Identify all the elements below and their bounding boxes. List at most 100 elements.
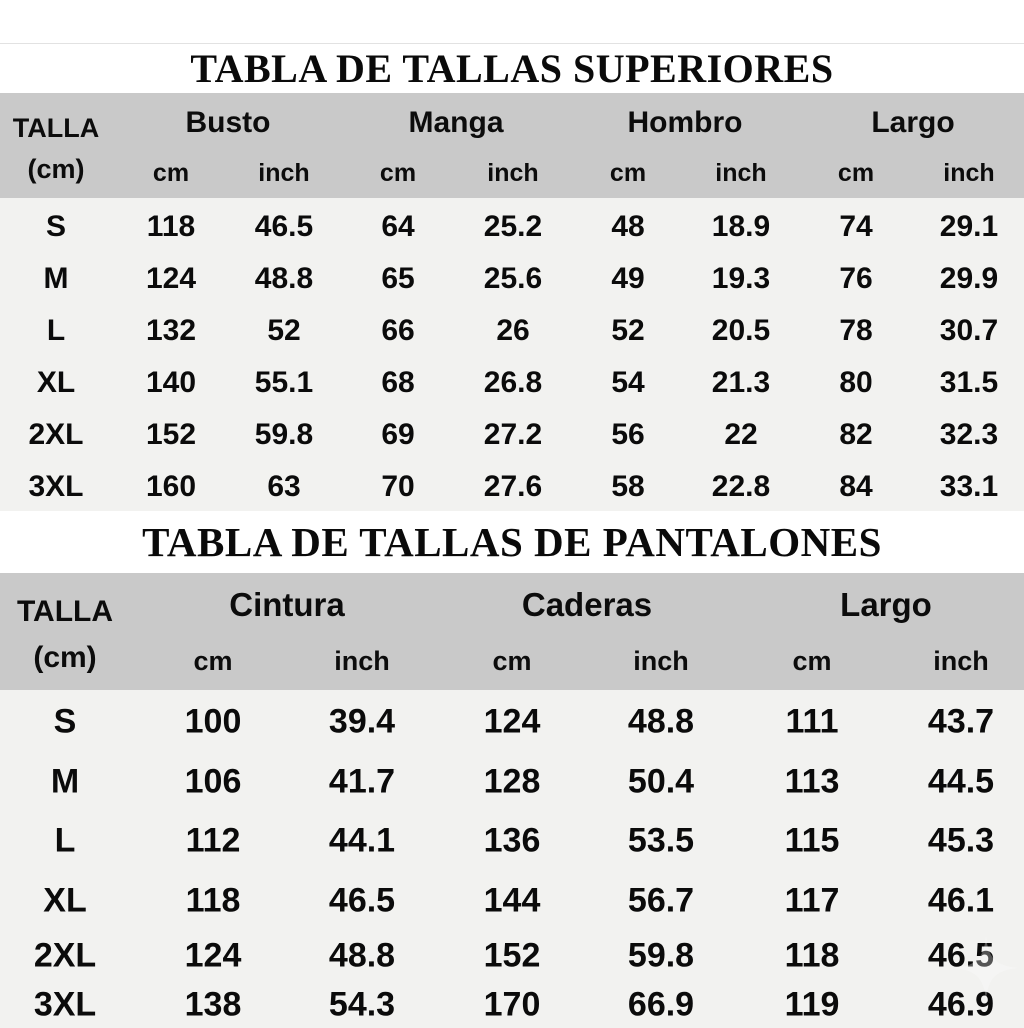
- row-value-cell: 74: [839, 210, 873, 243]
- header-unit-largo-cm-pants: cm: [792, 646, 832, 676]
- row-value-cell: 69: [381, 418, 415, 451]
- header-unit-largo-cm: cm: [837, 159, 875, 187]
- row-size-label: 2XL: [28, 418, 84, 451]
- row-value-cell: 124: [184, 936, 242, 975]
- row-value-cell: 45.3: [927, 821, 995, 860]
- row-size-label: L: [54, 821, 76, 860]
- row-size-label: XL: [36, 366, 76, 399]
- row-value-cell: 82: [839, 418, 873, 451]
- row-value-cell: 70: [381, 470, 415, 503]
- row-value-cell: 84: [839, 470, 873, 503]
- row-value-cell: 48.8: [254, 262, 314, 295]
- row-value-cell: 50.4: [627, 762, 695, 801]
- pants-size-table: TALLA (cm) Cintura Caderas Largo cm inch…: [0, 573, 1024, 1028]
- row-value-cell: 63: [267, 470, 301, 503]
- row-value-cell: 20.5: [711, 314, 771, 347]
- row-value-cell: 78: [839, 314, 873, 347]
- row-value-cell: 106: [184, 762, 242, 801]
- row-size-label: 3XL: [28, 470, 84, 503]
- row-value-cell: 55.1: [254, 366, 314, 399]
- header-unit-busto-inch: inch: [258, 159, 310, 187]
- header-group-manga: Manga: [408, 106, 504, 139]
- row-size-label: L: [46, 314, 66, 347]
- header-group-hombro: Hombro: [627, 106, 743, 139]
- pants-table-body: S 100 39.4 124 48.8 111 43.7 M 106 41.7 128 50.4 113…: [0, 690, 1024, 1028]
- row-value-cell: 132: [145, 314, 197, 347]
- pants-table-header: TALLA (cm) Cintura Caderas Largo cm inch…: [0, 573, 1024, 690]
- row-value-cell: 64: [381, 210, 415, 243]
- row-value-cell: 144: [483, 881, 541, 920]
- header-group-largo-pants: Largo: [840, 586, 932, 623]
- row-value-cell: 44.5: [927, 762, 995, 801]
- row-value-cell: 152: [483, 936, 541, 975]
- row-value-cell: 46.5: [927, 936, 995, 975]
- header-group-busto: Busto: [185, 106, 271, 139]
- row-value-cell: 44.1: [328, 821, 396, 860]
- table-2-title-band: TABLA DE TALLAS DE PANTALONES: [0, 511, 1024, 573]
- upper-size-table: TALLA (cm) Busto Manga Hombro Largo cm i…: [0, 93, 1024, 511]
- row-value-cell: 46.1: [927, 881, 995, 920]
- row-value-cell: 100: [184, 702, 242, 741]
- row-value-cell: 80: [839, 366, 873, 399]
- row-value-cell: 25.2: [483, 210, 543, 243]
- header-unit-busto-cm: cm: [152, 159, 190, 187]
- row-value-cell: 46.5: [328, 881, 396, 920]
- row-value-cell: 138: [184, 985, 242, 1024]
- header-talla-line1-pants: TALLA: [16, 595, 114, 628]
- row-value-cell: 26: [496, 314, 530, 347]
- row-value-cell: 76: [839, 262, 873, 295]
- row-value-cell: 46.9: [927, 985, 995, 1024]
- row-value-cell: 48.8: [627, 702, 695, 741]
- row-value-cell: 118: [146, 210, 196, 243]
- row-value-cell: 39.4: [328, 702, 396, 741]
- header-unit-cintura-inch: inch: [334, 646, 390, 676]
- row-value-cell: 56.7: [627, 881, 695, 920]
- row-value-cell: 32.3: [939, 418, 999, 451]
- row-value-cell: 117: [784, 881, 840, 920]
- row-value-cell: 26.8: [483, 366, 543, 399]
- row-value-cell: 111: [785, 702, 839, 741]
- header-unit-manga-cm: cm: [379, 159, 417, 187]
- row-value-cell: 113: [784, 762, 840, 801]
- row-value-cell: 58: [611, 470, 645, 503]
- row-value-cell: 124: [483, 702, 541, 741]
- header-unit-largo-inch: inch: [943, 159, 995, 187]
- row-value-cell: 22.8: [711, 470, 771, 503]
- upper-table-body: S 118 46.5 64 25.2 48 18.9 74 29.1 M 124 48.8 65 25.6…: [0, 198, 1024, 511]
- row-value-cell: 29.9: [939, 262, 999, 295]
- row-size-label: S: [53, 702, 77, 741]
- header-talla-line2-pants: (cm): [33, 641, 97, 674]
- row-value-cell: 22: [724, 418, 758, 451]
- header-group-largo: Largo: [871, 106, 955, 139]
- header-talla-line2: (cm): [27, 154, 85, 184]
- row-value-cell: 49: [611, 262, 645, 295]
- row-value-cell: 43.7: [927, 702, 995, 741]
- header-unit-caderas-cm: cm: [492, 646, 532, 676]
- top-divider: [0, 43, 1024, 44]
- header-group-caderas: Caderas: [521, 586, 653, 623]
- header-unit-cintura-cm: cm: [193, 646, 233, 676]
- row-value-cell: 54: [611, 366, 645, 399]
- header-unit-hombro-inch: inch: [715, 159, 767, 187]
- header-unit-hombro-cm: cm: [609, 159, 647, 187]
- row-value-cell: 46.5: [254, 210, 314, 243]
- row-value-cell: 65: [381, 262, 415, 295]
- table-1-title: TABLA DE TALLAS SUPERIORES: [190, 46, 834, 91]
- row-value-cell: 56: [611, 418, 645, 451]
- header-group-cintura: Cintura: [229, 586, 345, 623]
- row-value-cell: 29.1: [939, 210, 999, 243]
- row-value-cell: 160: [145, 470, 197, 503]
- row-value-cell: 59.8: [254, 418, 314, 451]
- row-value-cell: 118: [784, 936, 840, 975]
- row-value-cell: 124: [145, 262, 197, 295]
- row-value-cell: 118: [185, 881, 241, 920]
- row-value-cell: 52: [611, 314, 645, 347]
- row-value-cell: 33.1: [939, 470, 999, 503]
- row-value-cell: 21.3: [711, 366, 771, 399]
- row-value-cell: 68: [381, 366, 415, 399]
- row-value-cell: 25.6: [483, 262, 543, 295]
- row-value-cell: 48: [611, 210, 645, 243]
- row-value-cell: 112: [185, 821, 241, 860]
- row-value-cell: 27.2: [483, 418, 543, 451]
